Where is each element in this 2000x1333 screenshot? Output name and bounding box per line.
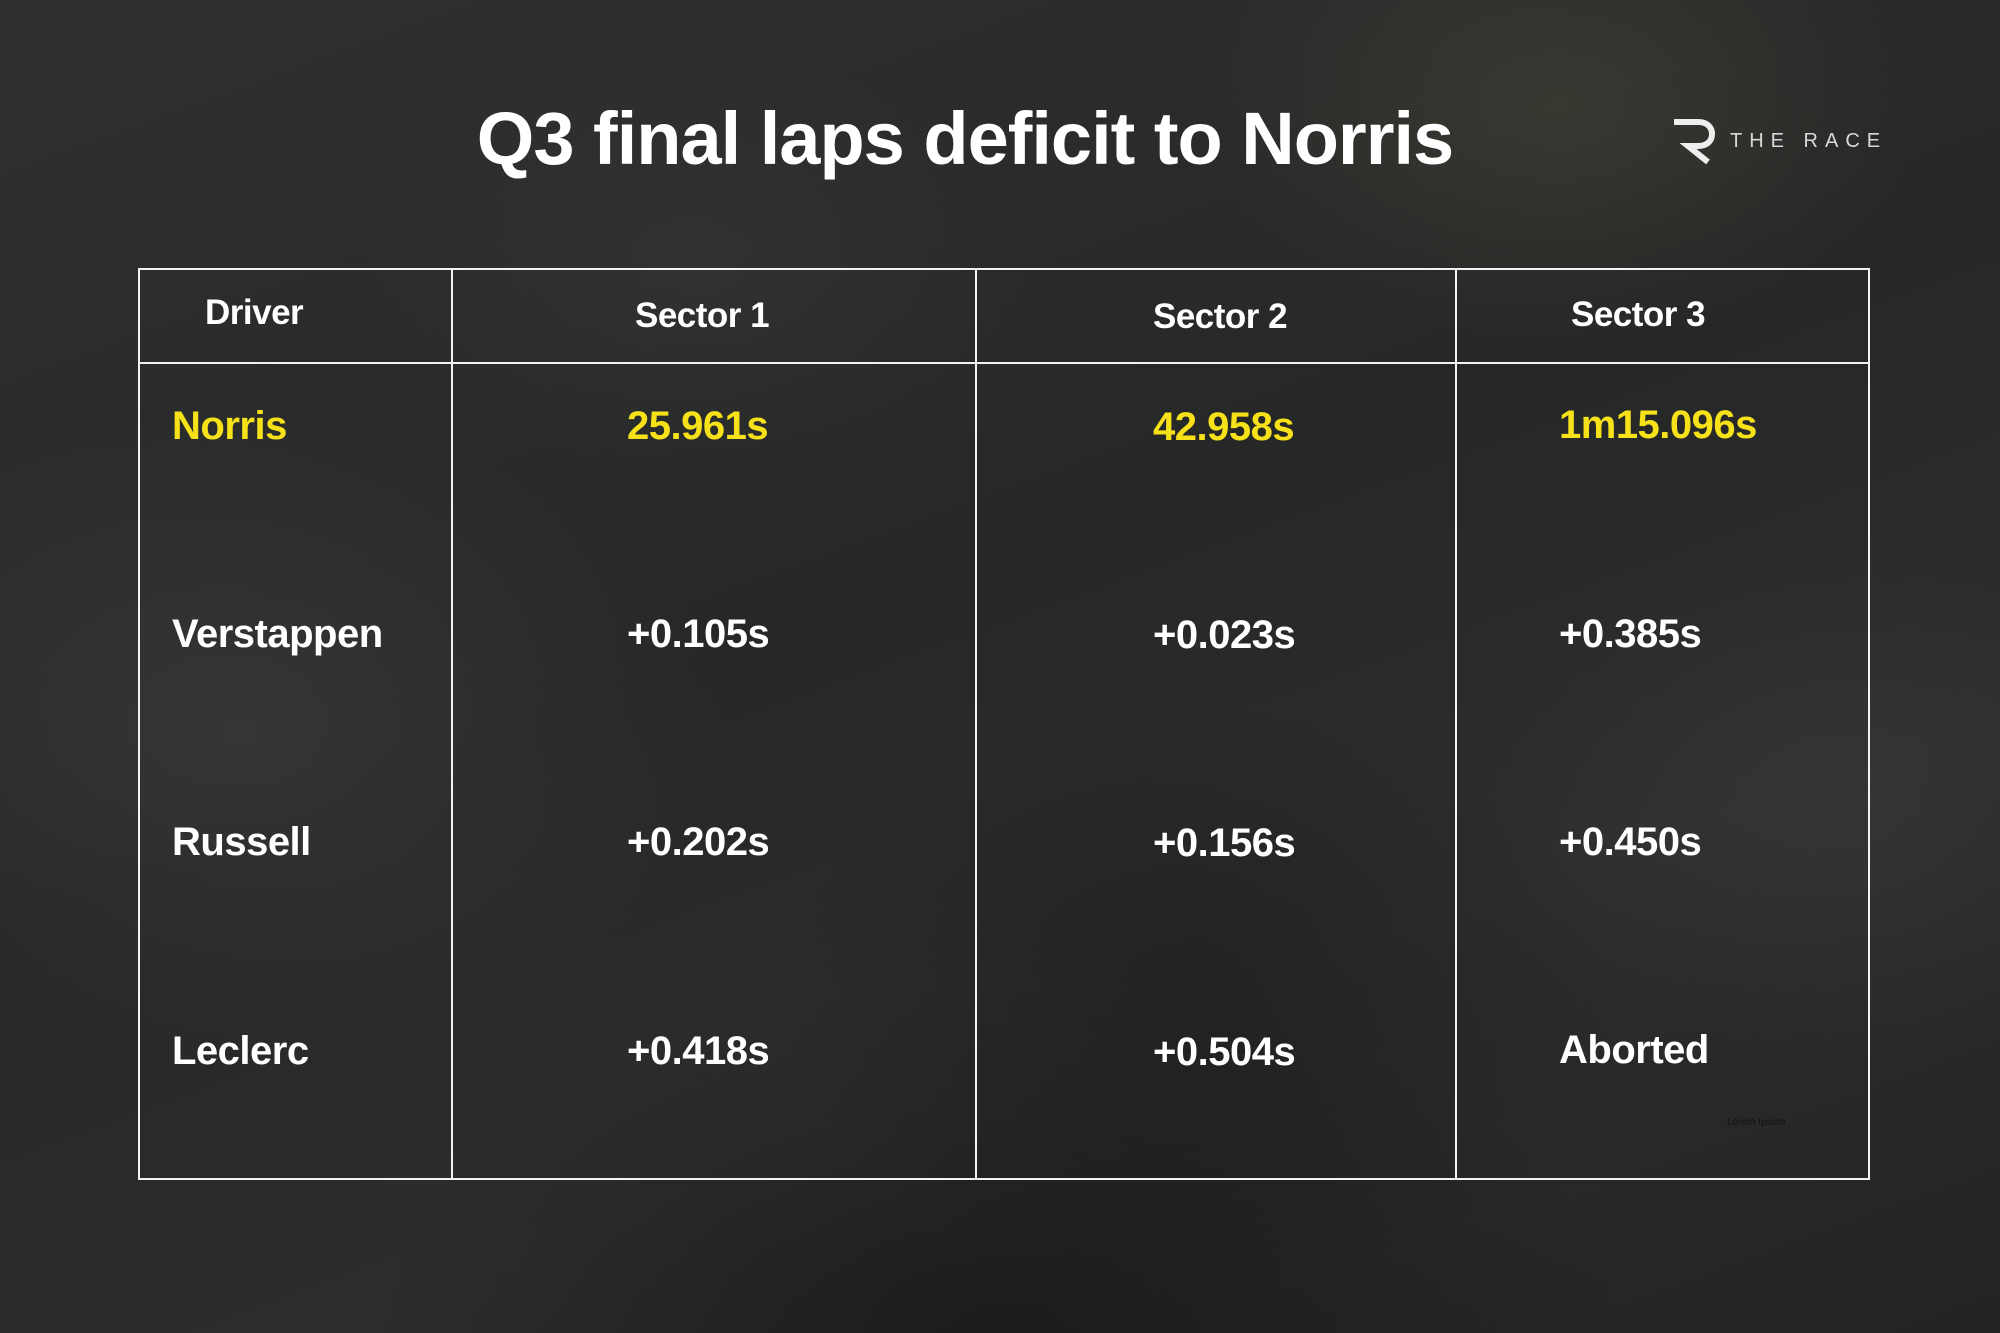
verstappen-sector-1: +0.105s: [627, 612, 770, 656]
column-divider: [1455, 270, 1457, 1178]
column-header-sector-3: Sector 3: [1571, 295, 1706, 334]
driver-name-leclerc: Leclerc: [172, 1029, 309, 1073]
the-race-r-logo-icon: [1674, 119, 1716, 164]
deficit-table: [138, 268, 1870, 1180]
logo-text: THE RACE: [1730, 129, 1888, 152]
leclerc-sector-1: +0.418s: [627, 1029, 770, 1073]
column-header-sector-1: Sector 1: [635, 296, 770, 335]
watermark-text: Lorem Ipsum: [1727, 1117, 1786, 1128]
verstappen-sector-2: +0.023s: [1153, 613, 1296, 657]
leclerc-sector-3: Aborted: [1559, 1028, 1709, 1072]
russell-sector-2: +0.156s: [1153, 821, 1296, 865]
driver-name-russell: Russell: [172, 820, 311, 864]
verstappen-sector-3: +0.385s: [1559, 612, 1702, 656]
norris-sector-3: 1m15.096s: [1559, 403, 1757, 447]
norris-sector-2: 42.958s: [1153, 405, 1295, 449]
column-divider: [975, 270, 977, 1178]
column-divider: [451, 270, 453, 1178]
header-divider: [140, 362, 1868, 364]
the-race-logo: THE RACE: [1672, 118, 1887, 164]
column-header-sector-2: Sector 2: [1153, 297, 1288, 336]
russell-sector-3: +0.450s: [1559, 820, 1702, 864]
driver-name-norris: Norris: [172, 404, 287, 448]
russell-sector-1: +0.202s: [627, 820, 770, 864]
column-header-driver: Driver: [205, 293, 304, 332]
driver-name-verstappen: Verstappen: [172, 612, 383, 656]
norris-sector-1: 25.961s: [627, 404, 769, 448]
leclerc-sector-2: +0.504s: [1153, 1030, 1296, 1074]
chart-title: Q3 final laps deficit to Norris: [476, 97, 1454, 180]
